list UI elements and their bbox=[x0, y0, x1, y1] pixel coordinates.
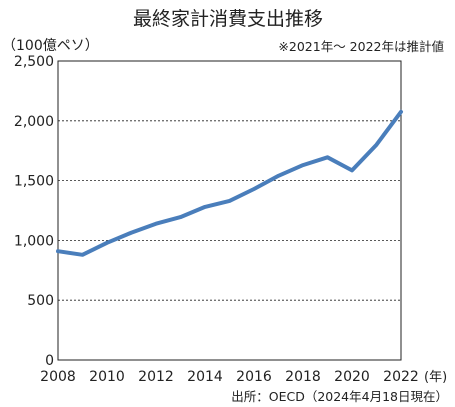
y-tick-label: 1,000 bbox=[14, 233, 54, 249]
series-line bbox=[56, 109, 403, 257]
x-tick-label: 2008 bbox=[40, 369, 76, 385]
source-note: 出所：OECD（2024年4月18日現在） bbox=[231, 389, 448, 404]
y-tick-label: 500 bbox=[27, 293, 54, 309]
x-axis-unit: (年) bbox=[424, 370, 447, 385]
y-tick-label: 1,500 bbox=[14, 174, 54, 190]
y-axis-ticks: 0 500 1,000 1,500 2,000 2,500 bbox=[14, 54, 54, 369]
grid-lines bbox=[58, 120, 401, 301]
y-tick-label: 0 bbox=[45, 353, 54, 369]
unit-label: （100億ペソ） bbox=[2, 38, 99, 54]
estimate-note: ※2021年〜 2022年は推計値 bbox=[278, 39, 444, 54]
y-tick-label: 2,000 bbox=[14, 114, 54, 130]
x-tick-label: 2010 bbox=[89, 369, 125, 385]
x-tick-label: 2018 bbox=[285, 369, 321, 385]
y-tick-label: 2,500 bbox=[14, 54, 54, 70]
x-tick-label: 2012 bbox=[138, 369, 174, 385]
x-tick-label: 2016 bbox=[236, 369, 272, 385]
plot-frame bbox=[57, 60, 402, 361]
x-tick-label: 2020 bbox=[334, 369, 370, 385]
x-tick-label: 2014 bbox=[187, 369, 223, 385]
chart-title: 最終家計消費支出推移 bbox=[133, 8, 323, 30]
x-axis-ticks: 2008 2010 2012 2014 2016 2018 2020 2022 bbox=[40, 369, 419, 385]
x-tick-label: 2022 bbox=[383, 369, 419, 385]
plot-area: 0 500 1,000 1,500 2,000 2,500 2008 2010 2012 201… bbox=[14, 54, 419, 385]
